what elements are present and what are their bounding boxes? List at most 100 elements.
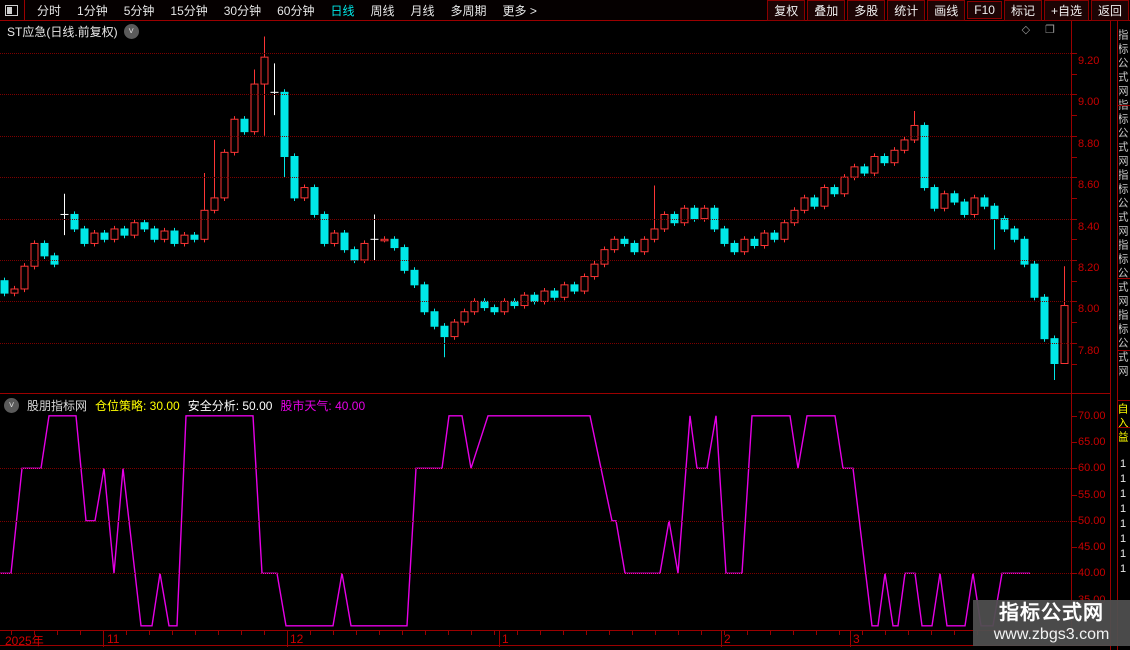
lower-gridline bbox=[0, 468, 1071, 470]
series-label-cangwei: 仓位策略: 30.00 bbox=[95, 399, 180, 413]
axis-tick bbox=[1072, 322, 1077, 324]
axis-tick bbox=[1072, 218, 1077, 220]
axis-tick bbox=[1072, 53, 1077, 54]
menu-item-分时[interactable]: 分时 bbox=[37, 3, 62, 18]
main-gridline bbox=[0, 218, 1071, 220]
menu-button-统计[interactable]: 统计 bbox=[887, 0, 926, 21]
chart-title: ST应急(日线.前复权) bbox=[7, 25, 118, 39]
price-axis-label: 8.80 bbox=[1078, 137, 1100, 150]
axis-tick bbox=[1072, 547, 1077, 549]
month-label-2: 2 bbox=[724, 632, 731, 646]
month-separator bbox=[103, 631, 104, 647]
strip-border-inner bbox=[1117, 21, 1118, 650]
strip-divider bbox=[1117, 278, 1130, 279]
time-tick bbox=[310, 631, 311, 635]
axis-tick bbox=[1072, 197, 1077, 199]
axis-tick bbox=[1072, 415, 1077, 417]
price-axis-label: 8.00 bbox=[1078, 303, 1100, 316]
menu-item-更多 >[interactable]: 更多 > bbox=[502, 3, 537, 18]
month-separator bbox=[287, 631, 288, 647]
menu-item-周线[interactable]: 周线 bbox=[370, 3, 395, 18]
indicator-panel[interactable]: ˅ 股朋指标网 仓位策略: 30.00 安全分析: 50.00 股市天气: 40… bbox=[0, 394, 1071, 630]
axis-tick bbox=[1072, 280, 1077, 282]
menu-item-60分钟[interactable]: 60分钟 bbox=[277, 3, 315, 18]
time-tick bbox=[770, 631, 771, 635]
time-tick bbox=[747, 631, 748, 635]
tool-menu: 复权 叠加 多股 统计 画线 F10 标记 +自选 返回 bbox=[766, 0, 1130, 21]
menu-item-15分钟[interactable]: 15分钟 bbox=[170, 3, 208, 18]
price-axis-label: 8.60 bbox=[1078, 179, 1100, 192]
clipped-right-sidebar[interactable]: 指标公式网指标公式网指标公式网指标公式网指标公式网指标公式网 自入益 11111… bbox=[1110, 21, 1130, 650]
main-candlestick-chart[interactable]: ST应急(日线.前复权) ˅ ◇ ❐ bbox=[0, 21, 1071, 393]
menu-button-多股[interactable]: 多股 bbox=[847, 0, 886, 21]
time-tick bbox=[333, 631, 334, 635]
menu-separator bbox=[24, 0, 25, 21]
lower-gridline bbox=[0, 573, 1071, 575]
time-tick bbox=[885, 631, 886, 635]
time-tick bbox=[632, 631, 633, 635]
panel-divider[interactable] bbox=[0, 393, 1110, 394]
time-tick bbox=[34, 631, 35, 635]
menu-item-多周期[interactable]: 多周期 bbox=[450, 3, 487, 18]
month-separator bbox=[850, 631, 851, 647]
indicator-axis-label: 40.00 bbox=[1078, 567, 1106, 580]
price-axis-border bbox=[1071, 21, 1072, 646]
menu-item-5分钟[interactable]: 5分钟 bbox=[123, 3, 155, 18]
time-tick bbox=[724, 631, 725, 635]
time-tick bbox=[402, 631, 403, 635]
menu-button-标记[interactable]: 标记 bbox=[1003, 0, 1042, 21]
menu-item-月线[interactable]: 月线 bbox=[410, 3, 435, 18]
menu-button-画线[interactable]: 画线 bbox=[927, 0, 966, 21]
time-tick bbox=[80, 631, 81, 635]
menu-item-30分钟[interactable]: 30分钟 bbox=[223, 3, 262, 18]
chevron-down-icon[interactable]: ˅ bbox=[123, 24, 139, 39]
menu-item-1分钟[interactable]: 1分钟 bbox=[77, 3, 108, 18]
indicator-axis-label: 65.00 bbox=[1078, 436, 1106, 449]
axis-tick bbox=[1072, 494, 1077, 496]
axis-tick bbox=[1072, 468, 1077, 470]
time-tick bbox=[448, 631, 449, 635]
time-tick bbox=[425, 631, 426, 635]
strip-divider bbox=[1117, 105, 1130, 106]
time-tick bbox=[517, 631, 518, 635]
chevron-down-icon[interactable]: ˅ bbox=[4, 398, 19, 413]
month-label-11: 11 bbox=[107, 632, 120, 646]
axis-tick bbox=[1072, 573, 1077, 575]
main-gridline bbox=[0, 53, 1071, 54]
time-tick bbox=[540, 631, 541, 635]
time-tick bbox=[954, 631, 955, 635]
main-gridline bbox=[0, 135, 1071, 137]
clipped-vertical-text: 指标公式网指标公式网指标公式网指标公式网指标公式网指标公式网 bbox=[1119, 29, 1128, 379]
lower-gridline bbox=[0, 520, 1071, 522]
menu-button-F10[interactable]: F10 bbox=[967, 1, 1002, 19]
time-tick bbox=[609, 631, 610, 635]
panel-layout-icon[interactable] bbox=[5, 4, 18, 16]
indicator-header: ˅ 股朋指标网 仓位策略: 30.00 安全分析: 50.00 股市天气: 40… bbox=[4, 397, 365, 414]
time-tick bbox=[816, 631, 817, 635]
time-tick bbox=[11, 631, 12, 635]
time-tick bbox=[195, 631, 196, 635]
menu-button-返回[interactable]: 返回 bbox=[1090, 0, 1129, 21]
month-label-3: 3 bbox=[853, 632, 860, 646]
menu-button-叠加[interactable]: 叠加 bbox=[807, 0, 846, 21]
indicator-source-label: 股朋指标网 bbox=[27, 399, 88, 413]
menu-button-复权[interactable]: 复权 bbox=[767, 0, 806, 21]
time-tick bbox=[494, 631, 495, 635]
time-tick bbox=[172, 631, 173, 635]
month-separator bbox=[721, 631, 722, 647]
strip-divider bbox=[1117, 350, 1130, 351]
strip-divider bbox=[1117, 427, 1130, 428]
month-label-12: 12 bbox=[290, 632, 304, 646]
time-tick bbox=[908, 631, 909, 635]
indicator-axis-label: 45.00 bbox=[1078, 541, 1106, 554]
menu-item-日线[interactable]: 日线 bbox=[330, 3, 355, 18]
main-gridline bbox=[0, 177, 1071, 179]
menu-button-+自选[interactable]: +自选 bbox=[1043, 0, 1089, 21]
axis-tick bbox=[1072, 135, 1077, 137]
time-tick bbox=[563, 631, 564, 635]
time-tick bbox=[701, 631, 702, 635]
main-gridline bbox=[0, 94, 1071, 96]
time-tick bbox=[862, 631, 863, 635]
chart-corner-icons[interactable]: ◇ ❐ bbox=[1021, 24, 1061, 36]
